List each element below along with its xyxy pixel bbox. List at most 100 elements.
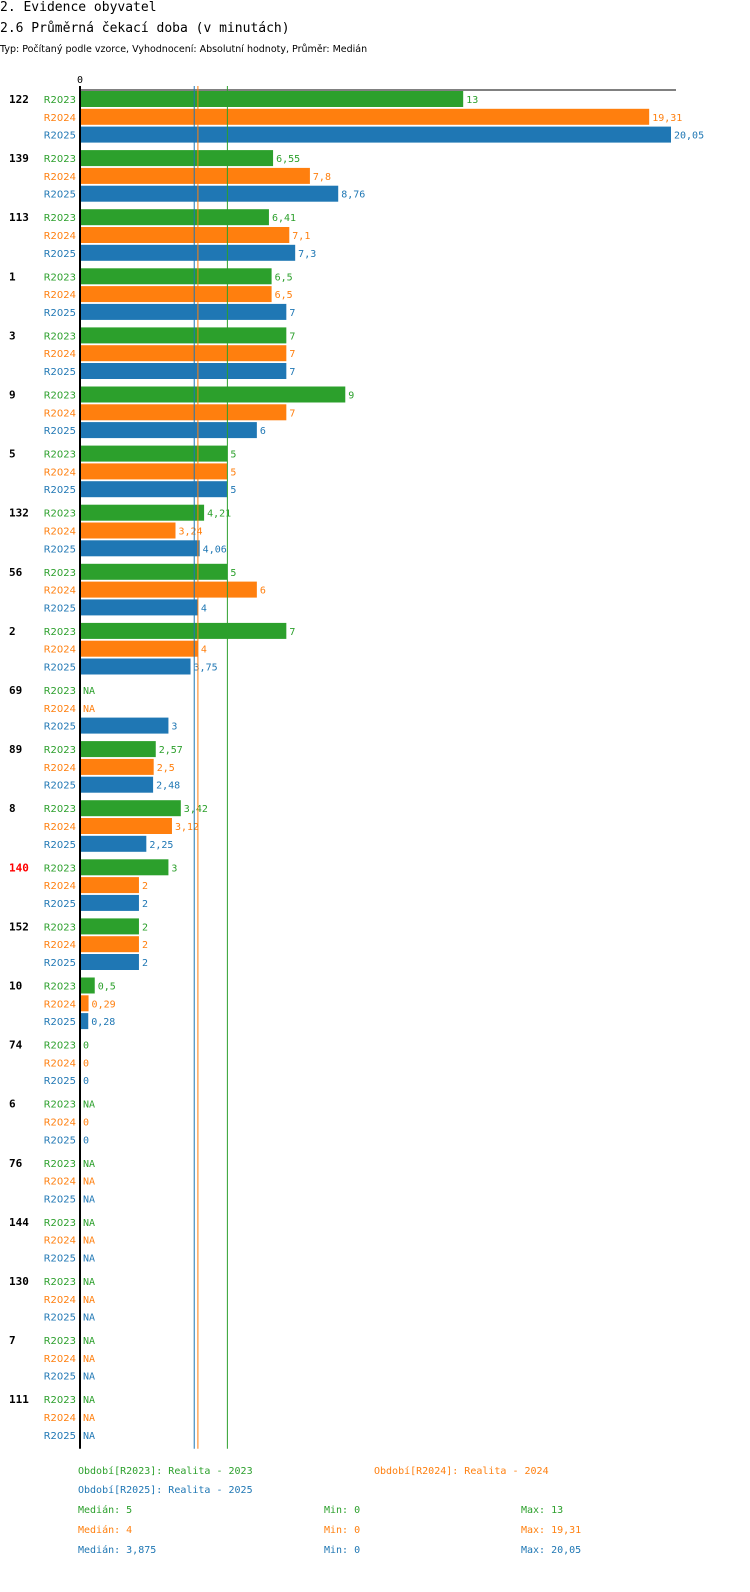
data-label: 8,76 [341,190,365,201]
group-label: 130 [9,1275,29,1288]
data-label: 3 [171,863,177,874]
legend-median-2024: Medián: 4 [78,1525,133,1536]
group-label: 8 [9,802,16,815]
data-label: 2 [142,922,148,933]
series-label: R2023 [44,982,76,993]
series-label: R2025 [44,1254,76,1265]
series-label: R2023 [44,804,76,815]
data-label: 0 [83,1135,89,1146]
series-label: R2025 [44,958,76,969]
bar [80,209,269,226]
series-label: R2024 [44,231,76,242]
data-label: NA [83,1295,95,1306]
legend-period-2023: Období[R2023]: Realita - 2023 [78,1466,253,1477]
data-label: NA [83,1395,95,1406]
data-label: NA [83,1413,95,1424]
data-label: 3,12 [175,822,199,833]
series-label: R2024 [44,1118,76,1129]
data-label: 7,3 [298,249,316,260]
series-label: R2023 [44,509,76,520]
data-label: NA [83,1177,95,1188]
data-label: 20,05 [674,131,704,142]
bar [80,445,228,462]
data-label: 0 [83,1058,89,1069]
legend-median-2025: Medián: 3,875 [78,1545,157,1556]
series-label: R2023 [44,450,76,461]
data-label: 0 [83,1076,89,1087]
data-label: NA [83,1194,95,1205]
group-label: 56 [9,566,23,579]
data-label: 3,24 [179,527,203,538]
series-label: R2023 [44,1395,76,1406]
series-label: R2025 [44,1431,76,1442]
data-label: 7 [289,308,295,319]
section-title: 2. Evidence obyvatel [0,0,157,15]
group-label: 140 [9,861,29,874]
group-label: 6 [9,1098,16,1111]
bar [80,717,169,734]
chart-title: 2.6 Průměrná čekací doba (v minutách) [0,21,290,36]
data-label: 3,75 [194,663,218,674]
series-label: R2025 [44,1076,76,1087]
data-label: 2,25 [149,840,173,851]
bar [80,422,257,439]
legend-max-2023: Max: 13 [521,1505,564,1516]
bar [80,327,287,344]
bar [80,918,139,935]
series-label: R2024 [44,172,76,183]
x-axis-zero-label: 0 [77,75,83,86]
series-label: R2024 [44,999,76,1010]
bar [80,185,339,202]
data-label: 5 [230,485,236,496]
series-label: R2023 [44,627,76,638]
legend-period-2024: Období[R2024]: Realita - 2024 [374,1466,549,1477]
group-label: 111 [9,1393,29,1406]
bar [80,758,154,775]
group-label: 7 [9,1334,16,1347]
bar [80,404,287,421]
bar [80,936,139,953]
bar [80,522,176,539]
series-label: R2025 [44,663,76,674]
data-label: NA [83,1159,95,1170]
group-label: 132 [9,507,29,520]
bar [80,227,290,243]
series-label: R2025 [44,131,76,142]
series-label: R2025 [44,1372,76,1383]
series-label: R2024 [44,704,76,715]
series-label: R2025 [44,603,76,614]
series-label: R2025 [44,367,76,378]
group-label: 9 [9,389,16,402]
series-label: R2024 [44,1236,76,1247]
bar [80,741,156,758]
legend-max-2024: Max: 19,31 [521,1525,582,1536]
legend-median-2023: Medián: 5 [78,1505,133,1516]
bar [80,108,650,125]
group-label: 2 [9,625,16,638]
bar [80,818,172,834]
group-label: 69 [9,684,22,697]
group-label: 74 [9,1039,23,1052]
data-label: 6 [260,426,266,437]
data-label: 2 [142,940,148,951]
bar [80,504,205,521]
data-label: 7 [289,408,295,419]
group-label: 89 [9,743,22,756]
legend-min-2023: Min: 0 [324,1505,361,1516]
series-label: R2023 [44,1218,76,1229]
data-label: 5 [230,568,236,579]
data-label: 0,29 [92,999,116,1010]
data-label: 5 [230,467,236,478]
data-label: 2,5 [157,763,175,774]
group-label: 5 [9,448,16,461]
group-label: 144 [9,1216,29,1229]
bar [80,835,147,852]
data-label: NA [83,1254,95,1265]
data-label: NA [83,1277,95,1288]
bar [80,977,95,994]
series-label: R2023 [44,213,76,224]
data-label: 6,5 [275,290,293,301]
series-label: R2023 [44,154,76,165]
series-label: R2023 [44,1277,76,1288]
